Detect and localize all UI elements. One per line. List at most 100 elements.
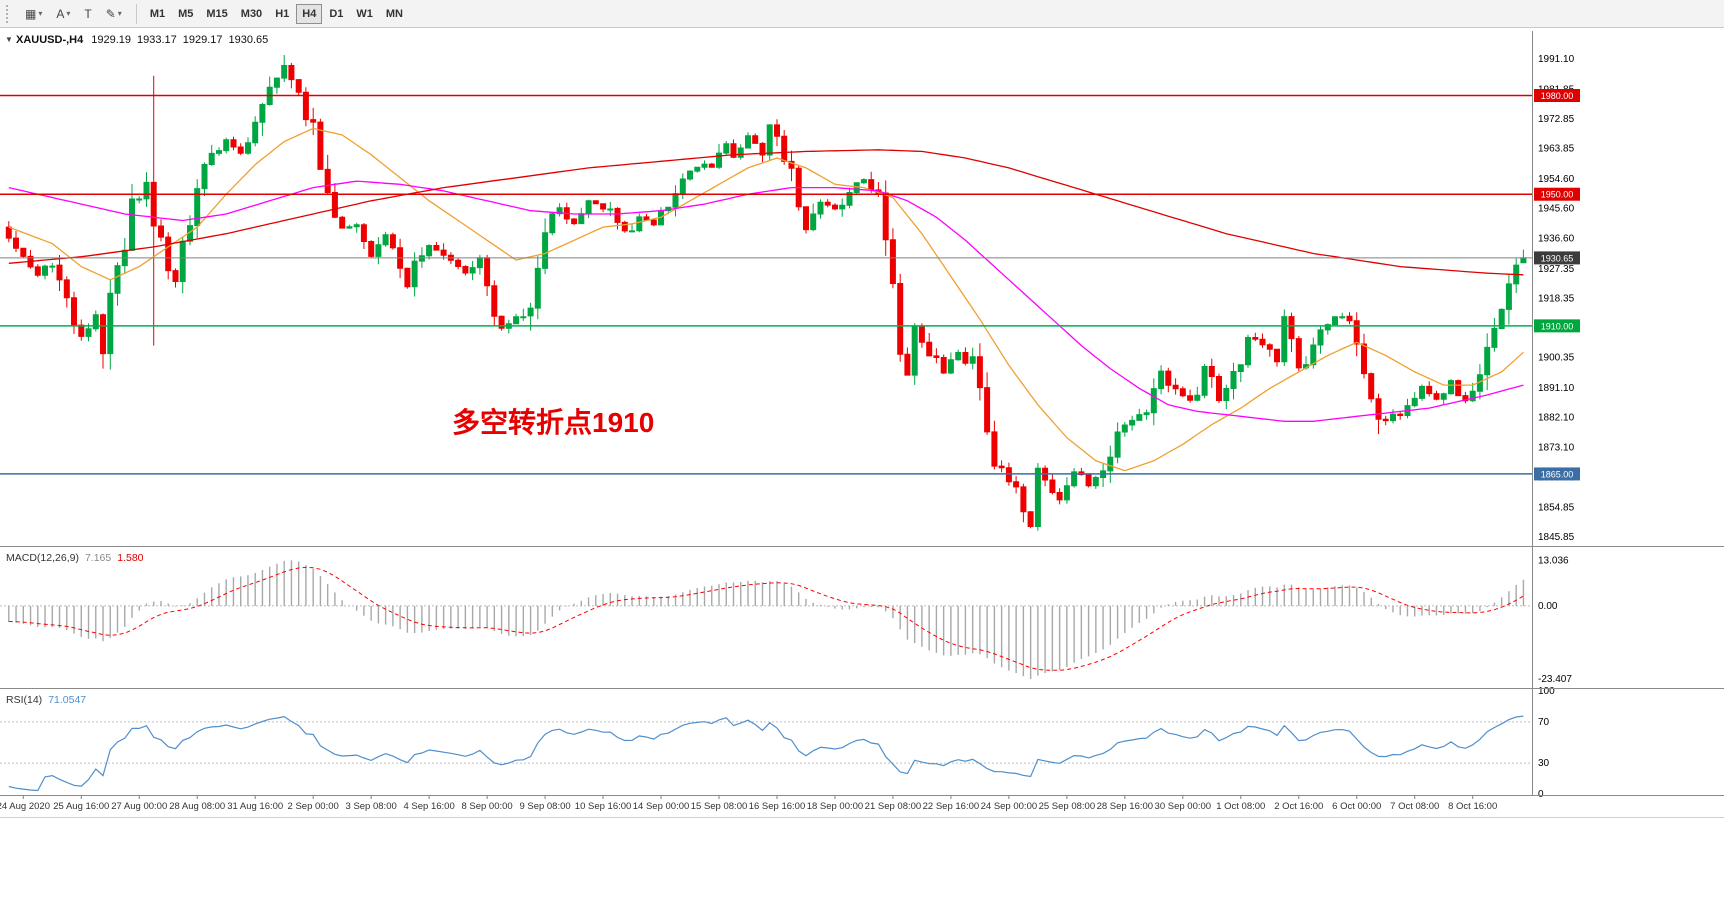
candle xyxy=(1246,335,1251,368)
time-axis-label: 16 Sep 16:00 xyxy=(749,801,806,812)
price-badge-label: 1980.00 xyxy=(1541,91,1574,101)
time-axis-label: 4 Sep 16:00 xyxy=(404,801,455,812)
timeframe-button-m15[interactable]: M15 xyxy=(200,4,233,24)
price-axis-label: 1891.10 xyxy=(1538,383,1575,394)
candle xyxy=(1282,310,1287,367)
chevron-down-icon: ▾ xyxy=(118,10,122,18)
time-axis-label: 2 Sep 00:00 xyxy=(288,801,339,812)
rsi-axis-label: 30 xyxy=(1538,758,1550,769)
timeframe-button-h1[interactable]: H1 xyxy=(269,4,295,24)
price-axis-label: 1845.85 xyxy=(1538,532,1575,543)
candle xyxy=(318,119,323,170)
candle xyxy=(224,138,229,154)
candle xyxy=(405,268,410,289)
time-axis-label: 8 Oct 16:00 xyxy=(1448,801,1497,812)
candle xyxy=(340,216,345,229)
rsi-name: RSI(14) xyxy=(6,694,42,706)
macd-axis-label: -23.407 xyxy=(1538,674,1572,685)
macd-signal-value: 1.580 xyxy=(117,552,143,564)
ohlc-close: 1930.65 xyxy=(229,34,269,46)
chart-title: XAUUSD-,H4 1929.19 1933.17 1929.17 1930.65 xyxy=(16,34,268,46)
text-tool-button[interactable]: T xyxy=(78,3,97,25)
mt4-window: ▦▾A▾T✎▾ M1M5M15M30H1H4D1W1MN 1991.101981… xyxy=(0,0,1724,898)
timeframe-button-d1[interactable]: D1 xyxy=(323,4,349,24)
candle xyxy=(1420,385,1425,401)
macd-signal-line xyxy=(9,567,1524,670)
candle xyxy=(1369,373,1374,403)
candle xyxy=(804,207,809,234)
chart-type-button[interactable]: ▦▾ xyxy=(19,3,48,25)
candle xyxy=(854,182,859,194)
toolbar-separator xyxy=(136,4,137,24)
timeframe-toolbar: M1M5M15M30H1H4D1W1MN xyxy=(144,4,409,24)
timeframe-button-m5[interactable]: M5 xyxy=(172,4,199,24)
chevron-down-icon: ▾ xyxy=(38,10,42,18)
time-axis-label: 3 Sep 08:00 xyxy=(346,801,397,812)
time-axis-label: 7 Oct 08:00 xyxy=(1390,801,1439,812)
chart-annotation-text[interactable]: 多空转折点1910 xyxy=(452,406,654,438)
candle xyxy=(499,316,504,331)
timeframe-button-m1[interactable]: M1 xyxy=(144,4,171,24)
macd-main-value: 7.165 xyxy=(85,552,111,564)
macd-name: MACD(12,26,9) xyxy=(6,552,79,564)
annotation-tool-icon: A xyxy=(56,7,64,21)
candle xyxy=(21,248,26,258)
candle xyxy=(369,240,374,258)
time-axis-label: 9 Sep 08:00 xyxy=(519,801,570,812)
timeframe-button-m30[interactable]: M30 xyxy=(235,4,268,24)
time-axis-label: 10 Sep 16:00 xyxy=(575,801,632,812)
chevron-down-icon: ▾ xyxy=(66,10,70,18)
chart-plot-area[interactable] xyxy=(0,31,1532,546)
time-axis-label: 18 Sep 00:00 xyxy=(807,801,864,812)
toolbar-left-buttons: ▦▾A▾T✎▾ xyxy=(18,3,129,25)
chart-symbol-period: XAUUSD-,H4 xyxy=(16,34,84,46)
time-axis: 24 Aug 202025 Aug 16:0027 Aug 00:0028 Au… xyxy=(0,796,1497,813)
candle xyxy=(651,219,656,226)
macd-axis-label: 0.00 xyxy=(1538,601,1558,612)
rsi-label: RSI(14) 71.0547 xyxy=(6,694,86,706)
price-axis-label: 1873.10 xyxy=(1538,442,1575,453)
candle xyxy=(941,355,946,374)
time-axis-label: 25 Aug 16:00 xyxy=(53,801,109,812)
text-tool-icon: T xyxy=(84,7,91,21)
candle xyxy=(1202,364,1207,398)
timeframe-button-mn[interactable]: MN xyxy=(380,4,409,24)
ohlc-open: 1929.19 xyxy=(91,34,131,46)
price-badge-label: 1930.65 xyxy=(1541,253,1574,263)
drawing-tools-button[interactable]: ✎▾ xyxy=(100,3,128,25)
time-axis-label: 8 Sep 00:00 xyxy=(461,801,512,812)
time-axis-label: 30 Sep 00:00 xyxy=(1155,801,1212,812)
price-badge-label: 1950.00 xyxy=(1541,190,1574,200)
candle xyxy=(688,170,693,181)
rsi-value: 71.0547 xyxy=(48,694,86,706)
candle xyxy=(1449,379,1454,395)
timeframe-button-w1[interactable]: W1 xyxy=(350,4,379,24)
price-axis-label: 1972.85 xyxy=(1538,114,1575,125)
time-axis-label: 6 Oct 00:00 xyxy=(1332,801,1381,812)
time-axis-label: 1 Oct 08:00 xyxy=(1216,801,1265,812)
timeframe-button-h4[interactable]: H4 xyxy=(296,4,322,24)
macd-label: MACD(12,26,9) 7.165 1.580 xyxy=(6,552,144,564)
ohlc-high: 1933.17 xyxy=(137,34,177,46)
price-axis-label: 1927.35 xyxy=(1538,264,1575,275)
time-axis-label: 14 Sep 00:00 xyxy=(633,801,690,812)
ohlc-low: 1929.17 xyxy=(183,34,223,46)
toolbar: ▦▾A▾T✎▾ M1M5M15M30H1H4D1W1MN xyxy=(0,0,1724,28)
time-axis-label: 31 Aug 16:00 xyxy=(227,801,283,812)
rsi-panel: 10070300 xyxy=(0,686,1555,800)
toolbar-grip[interactable] xyxy=(6,5,12,23)
candle xyxy=(572,218,577,225)
chart-type-icon: ▦ xyxy=(25,7,36,21)
price-badge-label: 1865.00 xyxy=(1541,469,1574,479)
annotation-tool-button[interactable]: A▾ xyxy=(50,3,76,25)
time-axis-label: 24 Sep 00:00 xyxy=(981,801,1038,812)
candle xyxy=(1028,511,1033,528)
price-axis-label: 1936.60 xyxy=(1538,233,1575,244)
time-axis-label: 15 Sep 08:00 xyxy=(691,801,748,812)
chart-window[interactable]: 1991.101981.851972.851963.851954.601945.… xyxy=(0,0,1724,898)
price-axis-label: 1954.60 xyxy=(1538,174,1575,185)
candle xyxy=(622,221,627,233)
time-axis-label: 22 Sep 16:00 xyxy=(923,801,980,812)
collapse-arrow-icon[interactable]: ▼ xyxy=(5,35,13,44)
macd-panel: 13.0360.00-23.407 xyxy=(0,555,1572,685)
